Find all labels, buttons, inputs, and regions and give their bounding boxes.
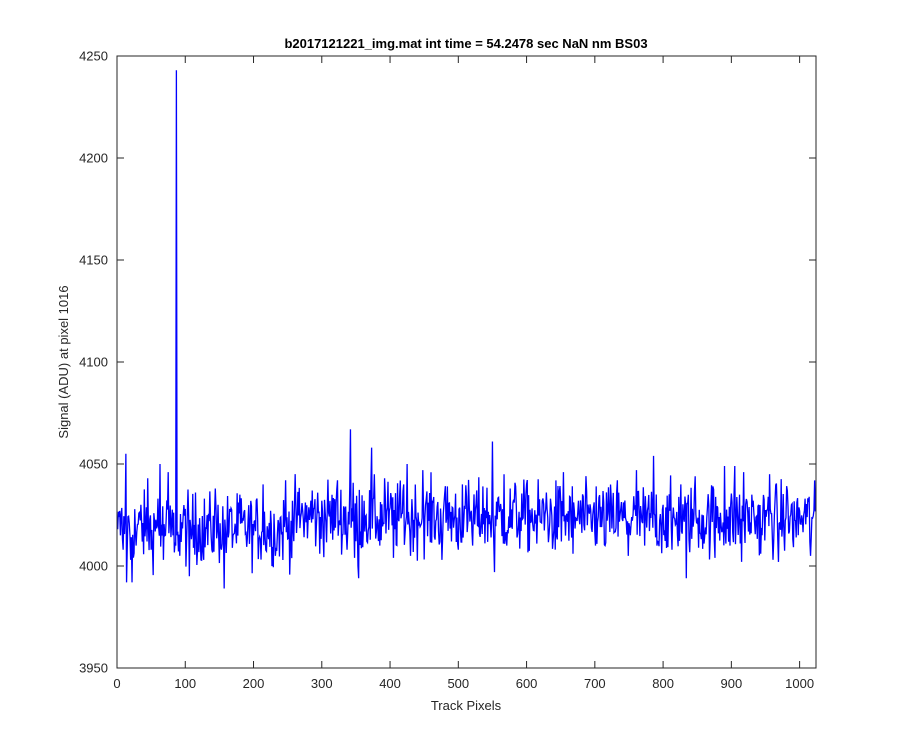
x-tick-label: 200 [243,676,265,691]
x-tick-label: 1000 [785,676,814,691]
plot-area [116,55,817,669]
x-axis-label: Track Pixels [431,698,502,713]
x-tick-label: 300 [311,676,333,691]
x-axis: 0 100 200 300 400 500 600 700 800 900 1000 [113,56,814,691]
y-tick-label: 4250 [79,49,108,64]
y-tick-label: 4050 [79,457,108,472]
axes-background [117,56,816,668]
y-tick-label: 4150 [79,253,108,268]
x-tick-label: 400 [379,676,401,691]
chart-title: b2017121221_img.mat int time = 54.2478 s… [284,36,647,51]
x-tick-label: 900 [721,676,743,691]
y-tick-label: 4100 [79,355,108,370]
y-tick-label: 4200 [79,151,108,166]
x-tick-label: 600 [516,676,538,691]
y-axis-label: Signal (ADU) at pixel 1016 [56,285,71,438]
signal-line [117,70,816,589]
y-tick-label: 3950 [79,661,108,676]
x-tick-label: 700 [584,676,606,691]
x-tick-label: 100 [174,676,196,691]
x-tick-label: 800 [652,676,674,691]
x-tick-label: 0 [113,676,120,691]
y-tick-label: 4000 [79,559,108,574]
series-layer [117,70,816,589]
y-axis: 3950 4000 4050 4100 4150 4200 4250 [79,49,816,676]
x-tick-label: 500 [447,676,469,691]
